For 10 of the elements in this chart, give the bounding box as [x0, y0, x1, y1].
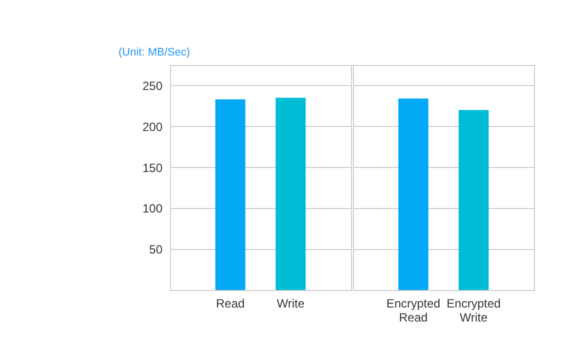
y-tick-label: 200 — [142, 120, 163, 134]
y-tick-label: 150 — [142, 160, 163, 175]
y-tick-label: 250 — [142, 78, 163, 93]
x-tick-label: Read — [216, 296, 245, 310]
x-tick-label: Write — [276, 296, 305, 310]
y-tick-label: 100 — [142, 202, 163, 216]
y-axis-title: (Unit: MB/Sec) — [118, 46, 190, 58]
x-tick-label: Encrypted Write — [446, 296, 501, 324]
x-tick-label: Encrypted Read — [386, 296, 440, 324]
y-tick-label: 50 — [149, 242, 163, 257]
